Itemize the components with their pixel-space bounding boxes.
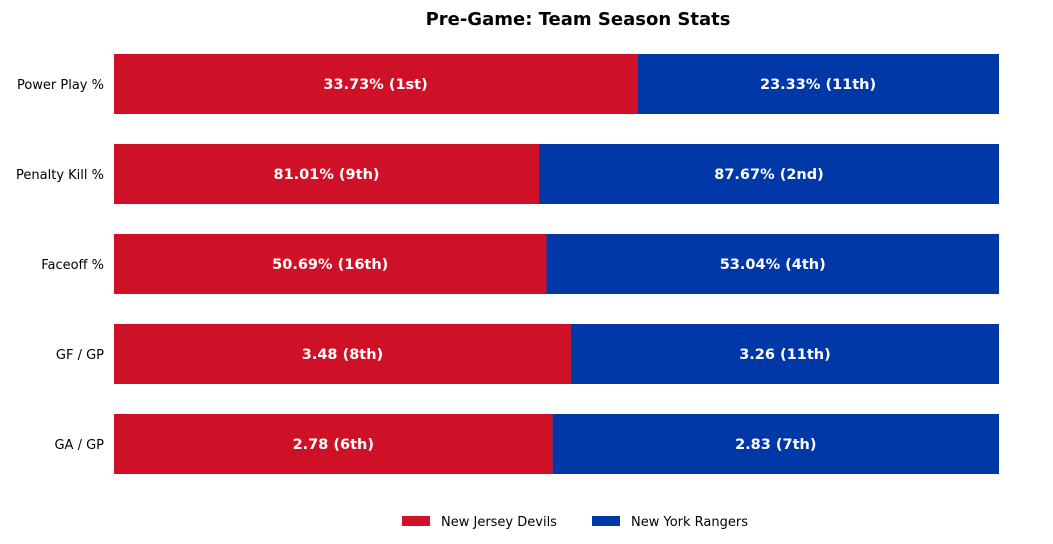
category-label: GA / GP [54,438,104,453]
data-label-rangers: 2.83 (7th) [735,437,816,453]
legend-label: New Jersey Devils [441,515,557,530]
bar-rangers [546,234,999,294]
category-label: Power Play % [17,78,104,93]
data-label-rangers: 53.04% (4th) [720,257,826,273]
data-label-devils: 3.48 (8th) [302,347,383,363]
bar-devils [114,324,571,384]
data-label-rangers: 23.33% (11th) [760,77,876,93]
legend-swatch [592,516,620,526]
data-label-devils: 81.01% (9th) [273,167,379,183]
bar-rangers [552,414,999,474]
bar-rangers [539,144,999,204]
data-label-devils: 50.69% (16th) [272,257,388,273]
category-label: GF / GP [56,348,104,363]
category-label: Faceoff % [41,258,104,273]
bar-devils [114,234,547,294]
data-label-devils: 33.73% (1st) [323,77,427,93]
bar-devils [114,54,638,114]
chart-title: Pre-Game: Team Season Stats [426,9,731,30]
data-label-rangers: 3.26 (11th) [739,347,831,363]
category-label: Penalty Kill % [16,168,104,183]
bars-group: Power Play % 33.73% (1st) 23.33% (11th) Pen… [16,54,999,474]
legend: New Jersey Devils New York Rangers [402,515,748,530]
data-label-devils: 2.78 (6th) [293,437,374,453]
bar-devils [114,144,540,204]
legend-label: New York Rangers [631,515,748,530]
bar-rangers [637,54,999,114]
data-label-rangers: 87.67% (2nd) [714,167,824,183]
bar-rangers [570,324,999,384]
legend-swatch [402,516,430,526]
bar-devils [114,414,553,474]
